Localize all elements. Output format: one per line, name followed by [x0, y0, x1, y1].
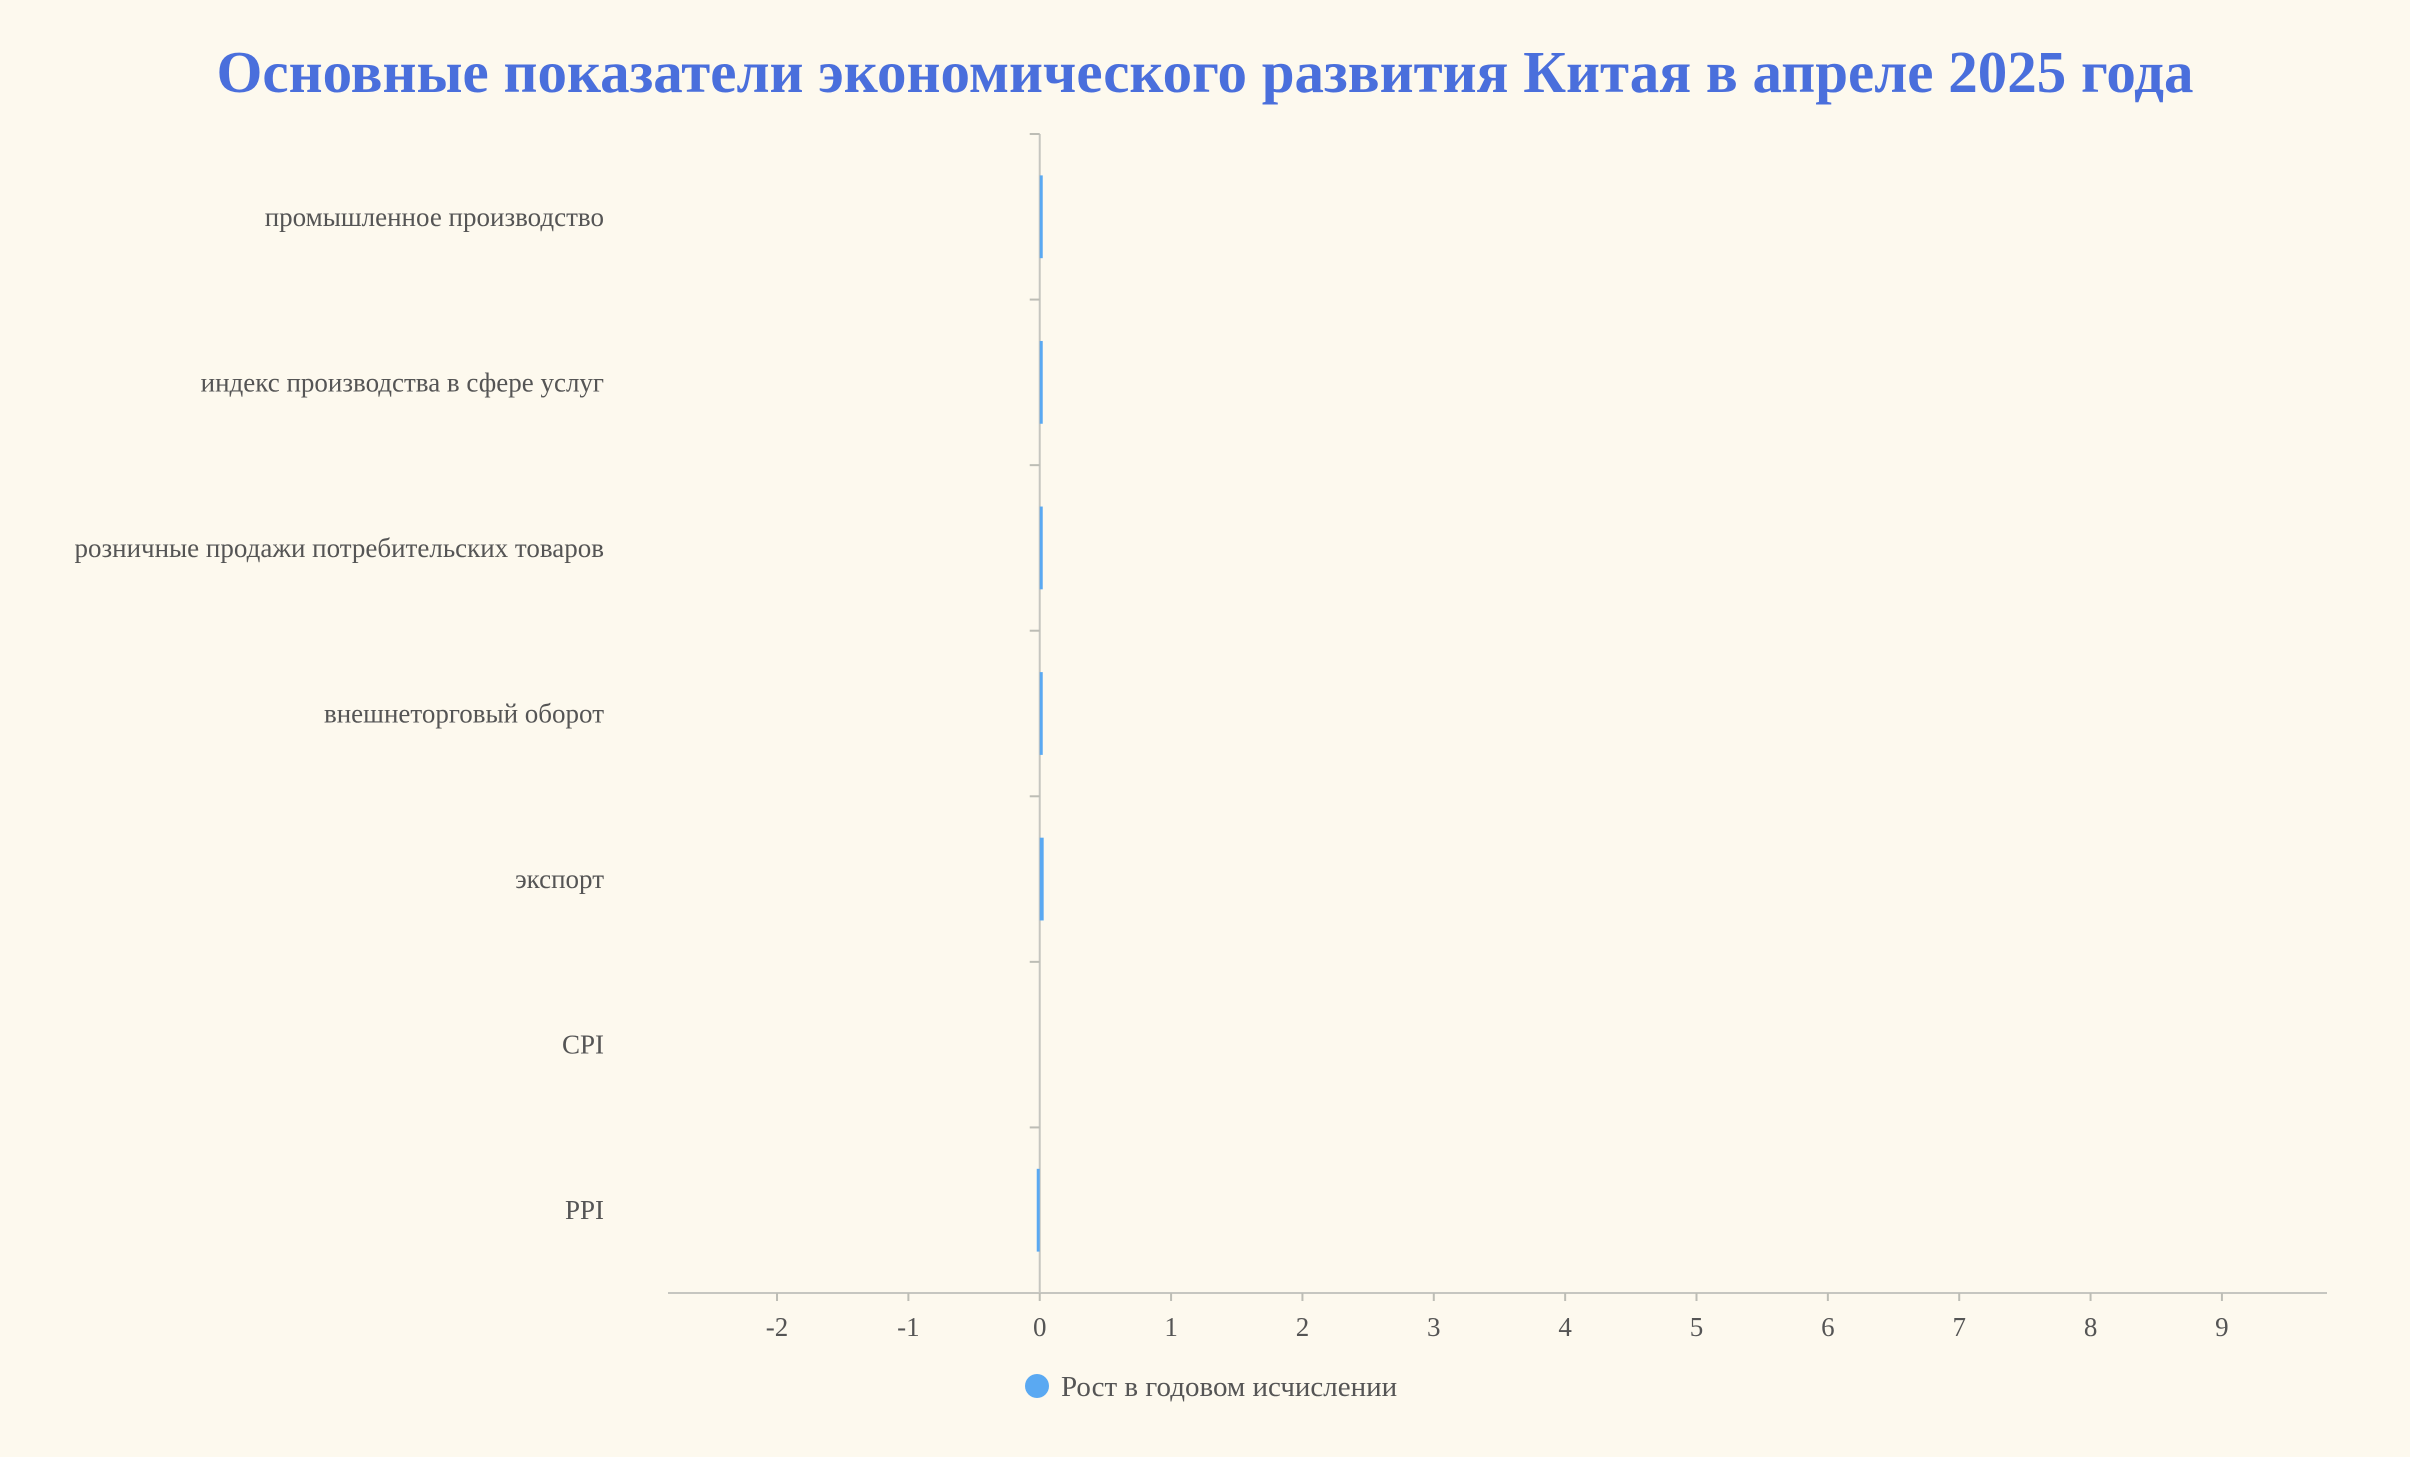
bar [1039, 175, 1043, 259]
bar [1039, 837, 1044, 921]
x-tick-label: -1 [897, 1312, 920, 1342]
bar [1036, 1168, 1040, 1252]
bars [1036, 175, 1044, 1252]
x-tick-label: 8 [2084, 1312, 2098, 1342]
legend: Рост в годовом исчислении [1025, 1371, 1397, 1403]
x-tick-label: -2 [766, 1312, 789, 1342]
x-tick-label: 5 [1690, 1312, 1704, 1342]
x-tick-label: 3 [1427, 1312, 1441, 1342]
category-label: индекс производства в сфере услуг [201, 367, 604, 397]
category-label: экспорт [515, 864, 604, 894]
category-label: промышленное производство [265, 202, 604, 232]
chart-title: Основные показатели экономического разви… [216, 39, 2194, 105]
x-tick-label: 4 [1558, 1312, 1572, 1342]
x-tick-label: 2 [1296, 1312, 1310, 1342]
x-tick-label: 0 [1033, 1312, 1047, 1342]
x-tick-label: 6 [1821, 1312, 1835, 1342]
x-tick-label: 7 [1952, 1312, 1966, 1342]
category-label: розничные продажи потребительских товаро… [74, 533, 604, 563]
bar [1039, 506, 1043, 590]
x-axis: -2 -1 0 1 2 3 4 5 6 7 8 9 [668, 1292, 2327, 1342]
legend-marker [1025, 1374, 1049, 1398]
bar [1039, 340, 1043, 424]
category-label: внешнеторговый оборот [324, 699, 604, 729]
category-label: CPI [562, 1030, 604, 1060]
x-tick-label: 9 [2215, 1312, 2229, 1342]
legend-label: Рост в годовом исчислении [1061, 1371, 1397, 1403]
category-label: PPI [565, 1195, 604, 1225]
x-tick-label: 1 [1164, 1312, 1178, 1342]
bar [1039, 672, 1043, 755]
y-axis: промышленное производство индекс производ… [74, 133, 1041, 1294]
